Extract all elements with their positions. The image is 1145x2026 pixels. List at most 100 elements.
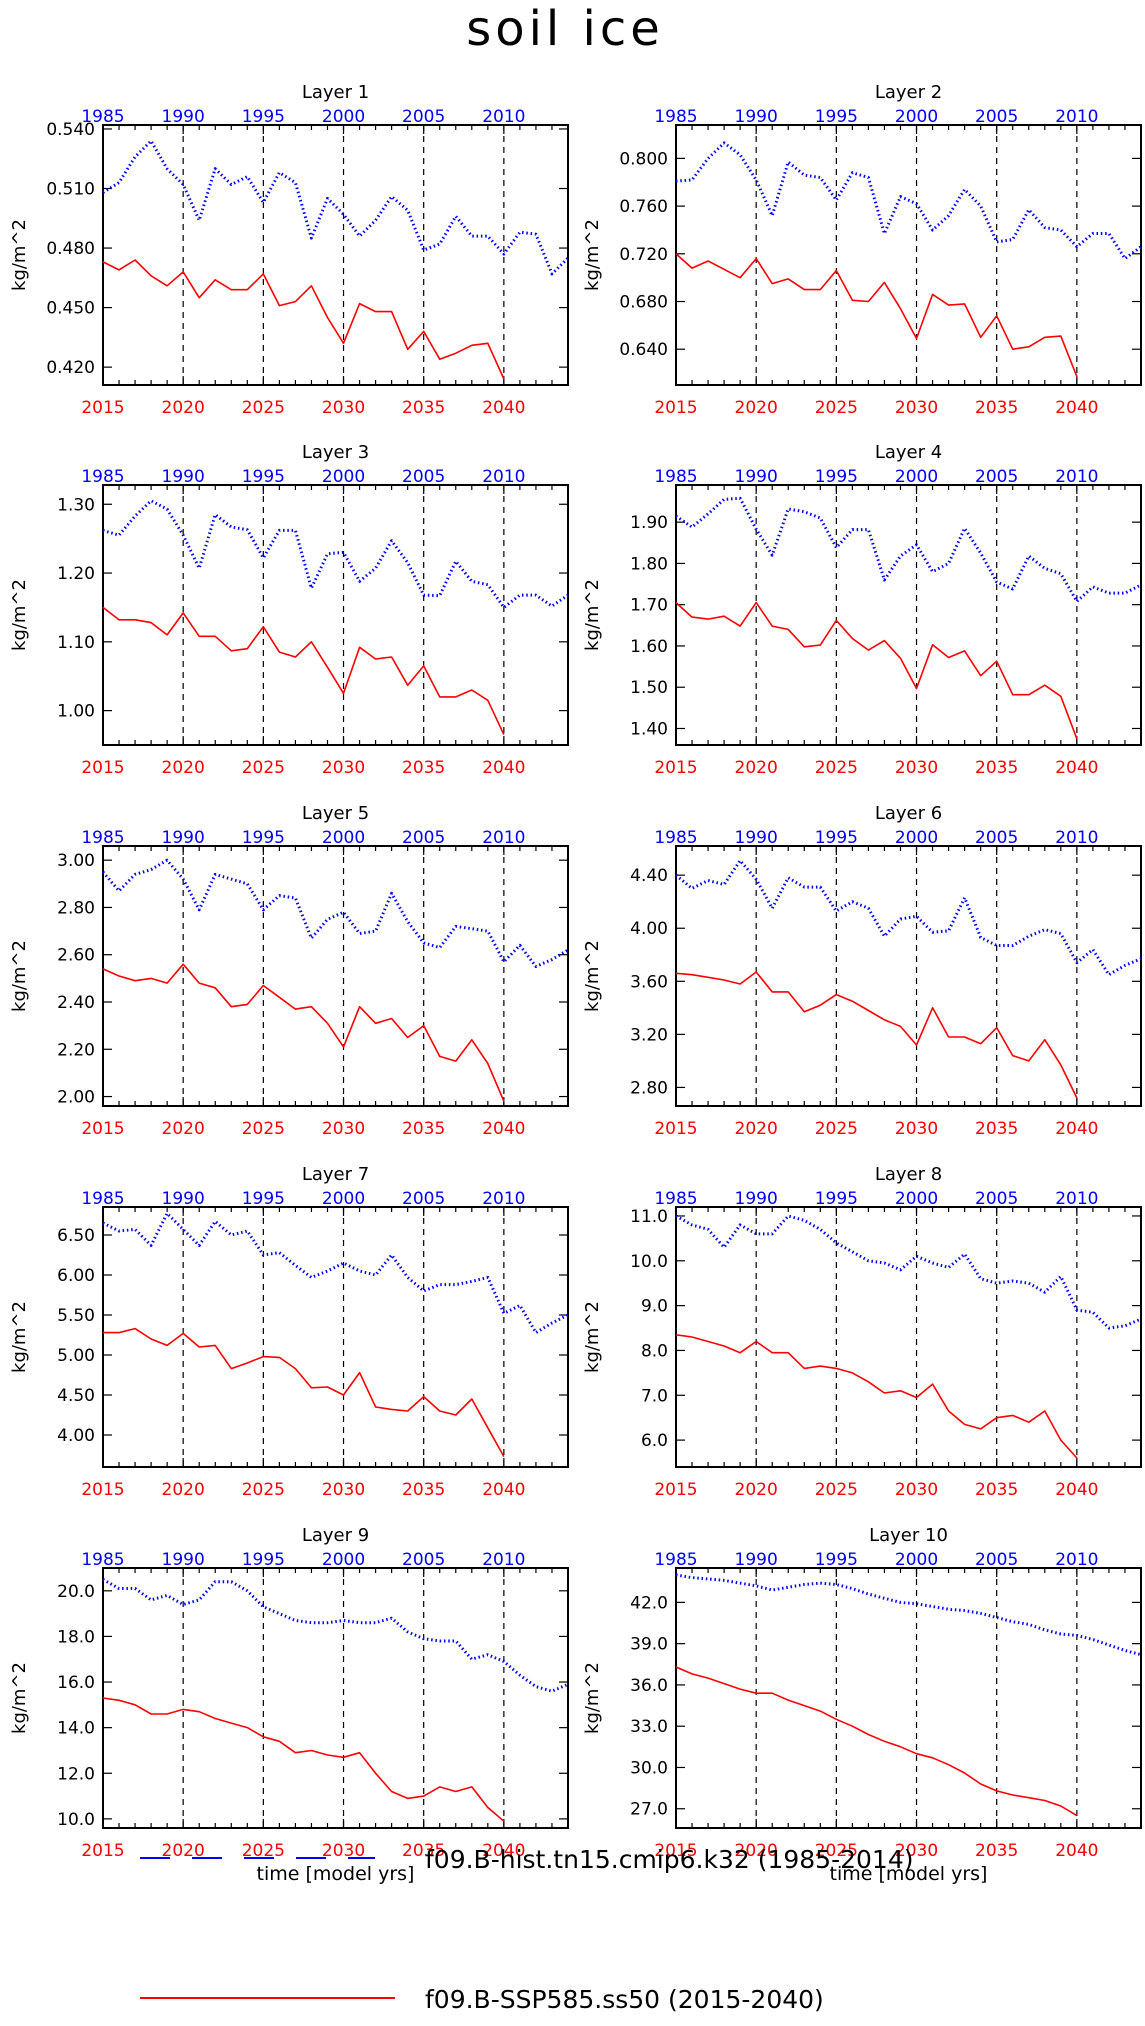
x-top-tick-label: 2000 — [895, 467, 938, 487]
panel-layer-9: Layer 9 2015 2020 2025 2030 2035 2040 1985 1990 1… — [9, 1525, 569, 1885]
y-tick-label: 1.60 — [630, 637, 668, 657]
x-tick-label: 2015 — [81, 398, 124, 418]
panel-title: Layer 8 — [875, 1164, 942, 1185]
y-tick-label: 12.0 — [57, 1764, 95, 1784]
y-tick-label: 3.00 — [57, 851, 95, 871]
x-tick-label: 2030 — [322, 398, 365, 418]
y-tick-label: 1.20 — [57, 564, 95, 584]
legend-label-ssp: f09.B-SSP585.ss50 (2015-2040) — [425, 1985, 824, 2014]
x-top-tick-label: 1995 — [242, 1550, 285, 1570]
panels: Layer 1 2015 2020 2025 2030 2035 2040 1985 1990 1… — [9, 82, 1142, 1885]
x-tick-label: 2035 — [402, 758, 445, 778]
y-tick-label: 8.0 — [641, 1341, 668, 1361]
panel-title: Layer 2 — [875, 82, 942, 103]
y-tick-label: 3.20 — [630, 1025, 668, 1045]
series-hist-line — [675, 859, 1142, 977]
series-hist-line — [102, 139, 570, 276]
x-top-tick-label: 1990 — [162, 1550, 205, 1570]
y-tick-label: 2.80 — [630, 1078, 668, 1098]
x-top-tick-label: 1995 — [815, 828, 858, 848]
y-tick-label: 1.10 — [57, 633, 95, 653]
series-ssp-line — [675, 1666, 1078, 1817]
x-top-tick-label: 1990 — [162, 828, 205, 848]
series-hist-line — [102, 499, 569, 609]
y-tick-label: 9.0 — [641, 1297, 668, 1317]
x-tick-label: 2030 — [895, 758, 938, 778]
y-tick-label: 39.0 — [630, 1635, 668, 1655]
panel-layer-4: Layer 4 2015 2020 2025 2030 2035 2040 1985 1990 1… — [582, 442, 1142, 778]
x-tick-label: 2035 — [975, 1119, 1018, 1139]
x-top-tick-label: 1985 — [81, 467, 124, 487]
x-tick-label: 2030 — [322, 1841, 365, 1861]
panel-layer-1: Layer 1 2015 2020 2025 2030 2035 2040 1985 1990 1… — [9, 82, 570, 418]
y-tick-label: 1.90 — [630, 513, 668, 533]
x-top-tick-label: 1985 — [654, 107, 697, 127]
x-top-tick-label: 2000 — [322, 828, 365, 848]
x-tick-label: 2040 — [482, 1841, 525, 1861]
x-tick-label: 2025 — [242, 1480, 285, 1500]
x-top-tick-label: 2005 — [402, 1550, 445, 1570]
y-tick-label: 4.50 — [57, 1386, 95, 1406]
y-tick-label: 1.00 — [57, 702, 95, 722]
y-tick-label: 0.760 — [619, 197, 668, 217]
x-top-tick-label: 1985 — [654, 1189, 697, 1209]
panel-layer-5: Layer 5 2015 2020 2025 2030 2035 2040 1985 1990 1… — [9, 803, 569, 1139]
y-axis-label: kg/m^2 — [582, 579, 603, 651]
x-top-tick-label: 2000 — [895, 828, 938, 848]
y-axis-label: kg/m^2 — [9, 1301, 30, 1373]
x-top-tick-label: 1985 — [81, 1550, 124, 1570]
y-tick-label: 11.0 — [630, 1207, 668, 1227]
x-top-tick-label: 2000 — [895, 1550, 938, 1570]
x-tick-label: 2030 — [895, 1119, 938, 1139]
x-tick-label: 2040 — [1055, 1480, 1098, 1500]
legend: f09.B-hist.tn15.cmip6.k32 (1985-2014) f0… — [140, 1845, 913, 2014]
x-tick-label: 2015 — [654, 758, 697, 778]
panel-title: Layer 6 — [875, 803, 942, 824]
x-tick-label: 2025 — [815, 758, 858, 778]
x-tick-label: 2020 — [162, 1480, 205, 1500]
y-axis-label: kg/m^2 — [9, 219, 30, 291]
x-tick-label: 2015 — [81, 758, 124, 778]
x-top-tick-label: 1985 — [654, 1550, 697, 1570]
x-top-tick-label: 2005 — [975, 107, 1018, 127]
x-top-tick-label: 2005 — [402, 467, 445, 487]
x-tick-label: 2035 — [975, 758, 1018, 778]
panel-layer-8: Layer 8 2015 2020 2025 2030 2035 2040 1985 1990 1… — [582, 1164, 1142, 1500]
x-tick-label: 2020 — [735, 1841, 778, 1861]
plot-frame — [102, 845, 569, 1107]
y-axis-label: kg/m^2 — [9, 940, 30, 1012]
plot-frame — [102, 124, 569, 386]
x-tick-label: 2015 — [81, 1841, 124, 1861]
y-tick-label: 2.40 — [57, 993, 95, 1013]
y-tick-label: 16.0 — [57, 1673, 95, 1693]
x-tick-label: 2020 — [162, 398, 205, 418]
y-tick-label: 5.50 — [57, 1306, 95, 1326]
panel-layer-3: Layer 3 2015 2020 2025 2030 2035 2040 1985 1990 1… — [9, 442, 569, 778]
panel-title: Layer 5 — [302, 803, 369, 824]
x-top-tick-label: 1985 — [81, 1189, 124, 1209]
y-tick-label: 1.40 — [630, 719, 668, 739]
y-axis-label: kg/m^2 — [582, 1662, 603, 1734]
x-top-tick-label: 1990 — [735, 1550, 778, 1570]
series-ssp-line — [102, 259, 505, 380]
x-tick-label: 2030 — [895, 1841, 938, 1861]
x-top-tick-label: 2005 — [402, 1189, 445, 1209]
y-tick-label: 0.480 — [46, 239, 95, 259]
x-tick-label: 2015 — [654, 1841, 697, 1861]
x-top-tick-label: 2005 — [975, 1550, 1018, 1570]
series-ssp-line — [102, 606, 505, 736]
x-tick-label: 2040 — [482, 1480, 525, 1500]
series-ssp-line — [675, 971, 1078, 1099]
y-tick-label: 1.50 — [630, 678, 668, 698]
x-tick-label: 2025 — [815, 1841, 858, 1861]
panel-title: Layer 7 — [302, 1164, 369, 1185]
page-title: soil ice — [466, 1, 664, 57]
x-tick-label: 2040 — [1055, 758, 1098, 778]
panel-layer-2: Layer 2 2015 2020 2025 2030 2035 2040 1985 1990 1… — [582, 82, 1142, 418]
x-top-tick-label: 1985 — [654, 828, 697, 848]
panel-layer-10: Layer 10 2015 2020 2025 2030 2035 2040 1985 1990… — [582, 1525, 1142, 1885]
x-tick-label: 2030 — [322, 1119, 365, 1139]
x-tick-label: 2025 — [242, 758, 285, 778]
x-tick-label: 2030 — [322, 758, 365, 778]
y-tick-label: 0.640 — [619, 340, 668, 360]
